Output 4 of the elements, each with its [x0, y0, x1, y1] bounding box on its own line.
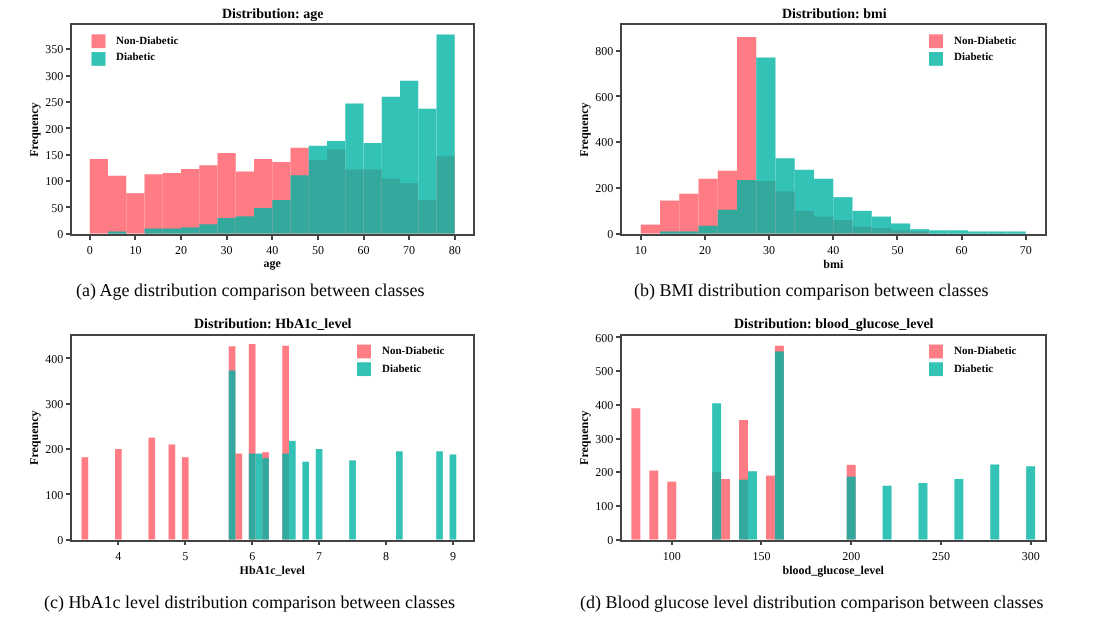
text: (d) Blood glucose level distribution comparison between classes — [580, 592, 1045, 612]
text: (a) Age distribution comparison between classes — [76, 280, 426, 300]
text: (b) BMI distribution comparison between classes — [634, 280, 990, 300]
text: (c) HbA1c level distribution comparison between classes — [44, 592, 456, 612]
